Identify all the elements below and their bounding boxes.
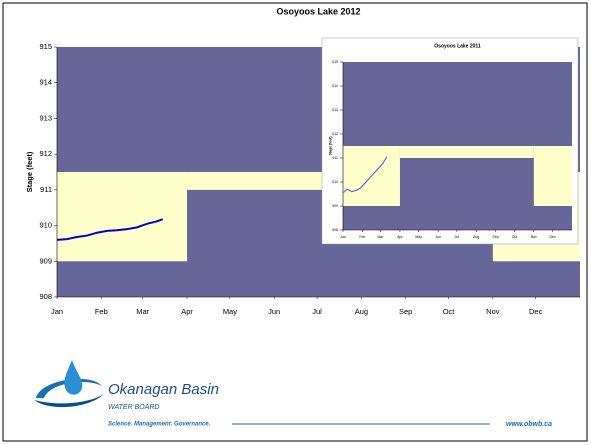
y-tick-label: 912 bbox=[332, 132, 338, 136]
x-tick-label: Jan bbox=[340, 235, 346, 239]
x-tick-label: Mar bbox=[136, 307, 149, 316]
x-tick-label: Dec bbox=[549, 235, 555, 239]
x-tick-label: Apr bbox=[181, 307, 193, 316]
x-tick-label: Feb bbox=[359, 235, 365, 239]
org-name: Okanagan Basin bbox=[108, 381, 219, 398]
y-tick-label: 912 bbox=[39, 149, 52, 158]
operating-band bbox=[57, 172, 188, 262]
y-tick-label: 913 bbox=[332, 108, 338, 112]
url: www.obwb.ca bbox=[506, 421, 552, 428]
y-tick-label: 908 bbox=[39, 292, 52, 301]
x-tick-label: Jan bbox=[51, 307, 63, 316]
x-tick-label: Jun bbox=[435, 235, 441, 239]
data-line bbox=[342, 156, 388, 194]
data-line bbox=[56, 218, 164, 241]
x-tick-label: Sep bbox=[493, 235, 499, 239]
x-tick-label: Aug bbox=[355, 307, 368, 316]
x-tick-label: Aug bbox=[473, 235, 479, 239]
x-tick-label: Nov bbox=[531, 235, 537, 239]
x-tick-label: May bbox=[415, 235, 422, 239]
operating-band bbox=[399, 146, 534, 158]
logo-drop bbox=[64, 360, 83, 395]
chart-title: Osoyoos Lake 2012 bbox=[276, 6, 360, 16]
x-tick-label: May bbox=[223, 307, 237, 316]
y-tick-label: 915 bbox=[39, 42, 52, 51]
x-tick-label: Jul bbox=[455, 235, 460, 239]
chart-title: Osoyoos Lake 2011 bbox=[434, 43, 481, 49]
y-tick-label: 909 bbox=[332, 204, 338, 208]
x-tick-label: Feb bbox=[95, 307, 108, 316]
x-tick-label: Mar bbox=[378, 235, 385, 239]
x-tick-label: Apr bbox=[397, 235, 403, 239]
x-tick-label: Dec bbox=[529, 307, 543, 316]
y-axis-label: Stage (feet) bbox=[25, 151, 34, 192]
org-subname: WATER BOARD bbox=[108, 404, 159, 411]
y-tick-label: 908 bbox=[332, 228, 338, 232]
y-axis-label: Stage (feet) bbox=[328, 136, 332, 155]
x-tick-label: Nov bbox=[486, 307, 500, 316]
x-tick-label: Oct bbox=[443, 307, 456, 316]
y-tick-label: 909 bbox=[39, 256, 52, 265]
tagline: Science. Management. Governance. bbox=[108, 422, 211, 428]
y-tick-label: 914 bbox=[39, 78, 52, 87]
y-tick-label: 910 bbox=[39, 221, 52, 230]
y-tick-label: 911 bbox=[40, 185, 52, 194]
y-tick-label: 915 bbox=[332, 60, 338, 64]
y-tick-label: 913 bbox=[39, 113, 52, 122]
logo bbox=[34, 360, 490, 425]
operating-band bbox=[533, 146, 572, 206]
x-tick-label: Jul bbox=[312, 307, 322, 316]
y-tick-label: 914 bbox=[332, 84, 338, 88]
logo-swoosh bbox=[34, 394, 104, 408]
y-tick-label: 911 bbox=[332, 156, 338, 160]
x-tick-label: Sep bbox=[399, 307, 412, 316]
x-tick-label: Jun bbox=[268, 307, 280, 316]
y-tick-label: 910 bbox=[332, 180, 338, 184]
x-tick-label: Oct bbox=[512, 235, 517, 239]
